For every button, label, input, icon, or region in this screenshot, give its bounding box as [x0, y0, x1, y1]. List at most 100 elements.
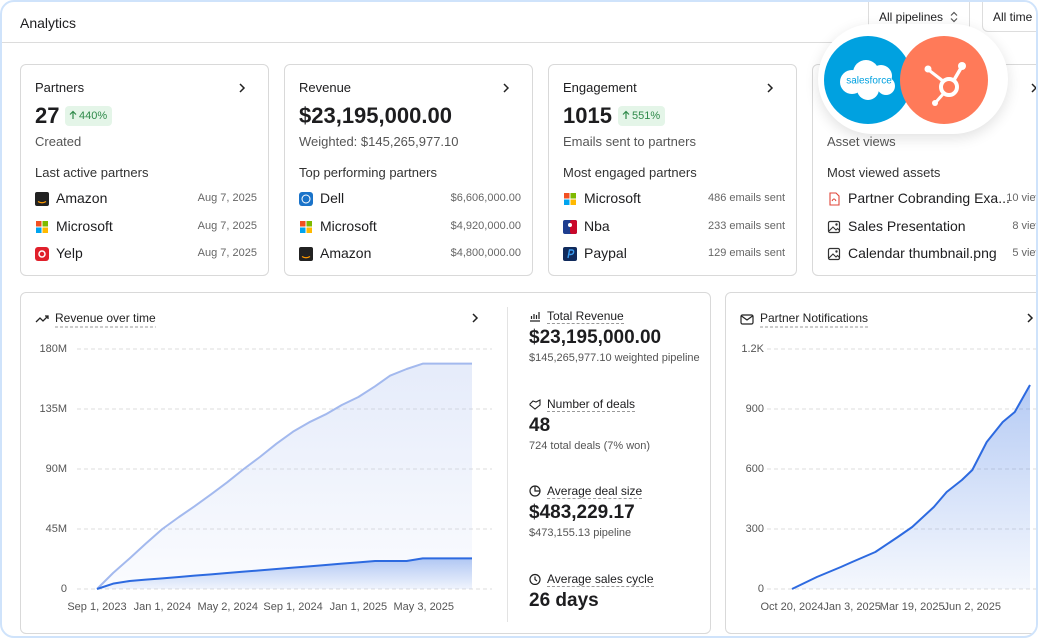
chevron-button[interactable]: [1029, 82, 1038, 94]
list-item: Paypal 129 emails sent: [549, 244, 798, 264]
x-tick-label: Jan 1, 2025: [330, 601, 388, 613]
list-item: Nba 233 emails sent: [549, 217, 798, 237]
icon-part: [530, 312, 540, 322]
stat-label: Total Revenue: [547, 309, 624, 324]
item-name: Sales Presentation: [848, 217, 966, 234]
item-name: Microsoft: [56, 217, 113, 234]
icon-part: [741, 315, 753, 321]
card-value: 1015: [563, 103, 612, 128]
item-detail: 8 views: [1012, 219, 1036, 232]
chart-title: Revenue over time: [55, 311, 156, 325]
icon-part: [306, 227, 312, 233]
item-detail: $6,606,000.00: [450, 192, 521, 204]
chart: Revenue over time 0 45M 90M 135M 180M Sep 1, 2…: [35, 311, 492, 613]
line-series: [791, 384, 1031, 590]
card-caption: Created: [35, 134, 82, 149]
card-title: Partners: [35, 80, 85, 95]
stat-sub: $473,155.13 pipeline: [529, 527, 632, 540]
icon-part: [306, 220, 312, 226]
summary-card: Revenue $23,195,000.00 Weighted: $145,265,…: [284, 64, 533, 276]
icon-part: [857, 78, 879, 100]
x-tick-label: Jan 1, 2024: [134, 601, 192, 613]
item-icon: [564, 193, 576, 205]
item-name: Calendar thumbnail.png: [848, 245, 997, 261]
icon-part: [877, 77, 895, 95]
x-tick-label: May 3, 2025: [394, 601, 455, 613]
item-detail: Aug 7, 2025: [197, 247, 257, 259]
chevron-stroke: [1031, 83, 1036, 93]
integration-logos: salesforce: [818, 24, 1008, 134]
icon-part: [570, 199, 576, 205]
change-badge: 440%: [65, 106, 113, 126]
item-name: Microsoft: [320, 217, 377, 234]
stat-icon: [529, 485, 541, 497]
chevron-button[interactable]: [237, 82, 247, 94]
item-icon: [35, 247, 49, 261]
chevron-button[interactable]: [765, 82, 775, 94]
item-icon: [300, 220, 312, 233]
arrow-stroke: [69, 110, 77, 119]
item-icon: [827, 220, 841, 233]
card-value: 27: [35, 103, 60, 128]
item-detail: $4,800,000.00: [450, 247, 521, 259]
item-name: Microsoft: [584, 190, 641, 206]
icon-part: [42, 227, 48, 233]
icon-part: [929, 69, 944, 83]
list-item: Dell $6,606,000.00: [285, 189, 534, 209]
item-icon: [827, 247, 841, 261]
x-tick-label: May 2, 2024: [197, 601, 258, 613]
item-icon: [563, 247, 577, 261]
item-name: Nba: [584, 217, 610, 234]
stat-label: Average sales cycle: [547, 572, 654, 588]
item-icon: [35, 192, 49, 206]
icon-part: [35, 315, 49, 323]
icon-part: [827, 247, 841, 261]
chevron-button[interactable]: [501, 82, 511, 94]
line-series: [96, 362, 472, 590]
icon-part: [924, 65, 932, 73]
list-item: Microsoft 486 emails sent: [549, 189, 798, 209]
list-title: Most viewed assets: [827, 165, 941, 180]
item-detail: 233 emails sent: [707, 219, 785, 232]
list-item: Yelp Aug 7, 2025: [21, 244, 270, 264]
icon-part: [570, 193, 576, 199]
item-icon: [36, 220, 48, 233]
chevron-button[interactable]: [1027, 313, 1034, 323]
icon-part: [36, 227, 42, 233]
x-tick-label: Oct 20, 2024: [761, 601, 824, 613]
icon-part: [958, 62, 966, 70]
icon-part: [835, 222, 838, 226]
header-divider: [2, 42, 870, 43]
x-tick-label: Sep 1, 2024: [263, 601, 322, 613]
chart: Partner Notifications 0 300 600 900 1.2K Oct 2…: [740, 311, 1036, 613]
time-filter[interactable]: All time: [982, 2, 1036, 32]
chevron-stroke: [767, 83, 774, 93]
item-icon: [299, 247, 313, 261]
item-icon: [829, 192, 840, 206]
card-title: Revenue: [299, 80, 352, 95]
stat-sub: 724 total deals (7% won): [529, 439, 651, 452]
icon-part: [42, 220, 48, 226]
chevron-button[interactable]: [472, 313, 479, 323]
icon-part: [38, 250, 46, 258]
item-name: Paypal: [584, 245, 627, 261]
y-tick-label: 0: [758, 583, 764, 595]
list-item: Amazon $4,800,000.00: [285, 244, 534, 264]
icon-part: [829, 192, 840, 206]
icon-part: [939, 77, 959, 97]
icon-part: [534, 576, 538, 582]
icon-part: [570, 219, 577, 234]
card-caption: Emails sent to partners: [563, 134, 696, 149]
icon-part: [299, 247, 313, 261]
y-tick-label: 90M: [46, 463, 67, 475]
stat-sub: $145,265,977.10 weighted pipeline: [529, 352, 700, 364]
icon-part: [835, 250, 838, 253]
list-title: Most engaged partners: [563, 165, 697, 180]
icon-part: [564, 199, 570, 205]
y-tick-label: 900: [746, 403, 764, 415]
change-value: 551%: [632, 110, 661, 122]
area-fill: [97, 558, 472, 589]
y-tick-label: 0: [61, 583, 67, 595]
card-title: Engagement: [563, 80, 637, 95]
change-value: 440%: [79, 110, 108, 122]
